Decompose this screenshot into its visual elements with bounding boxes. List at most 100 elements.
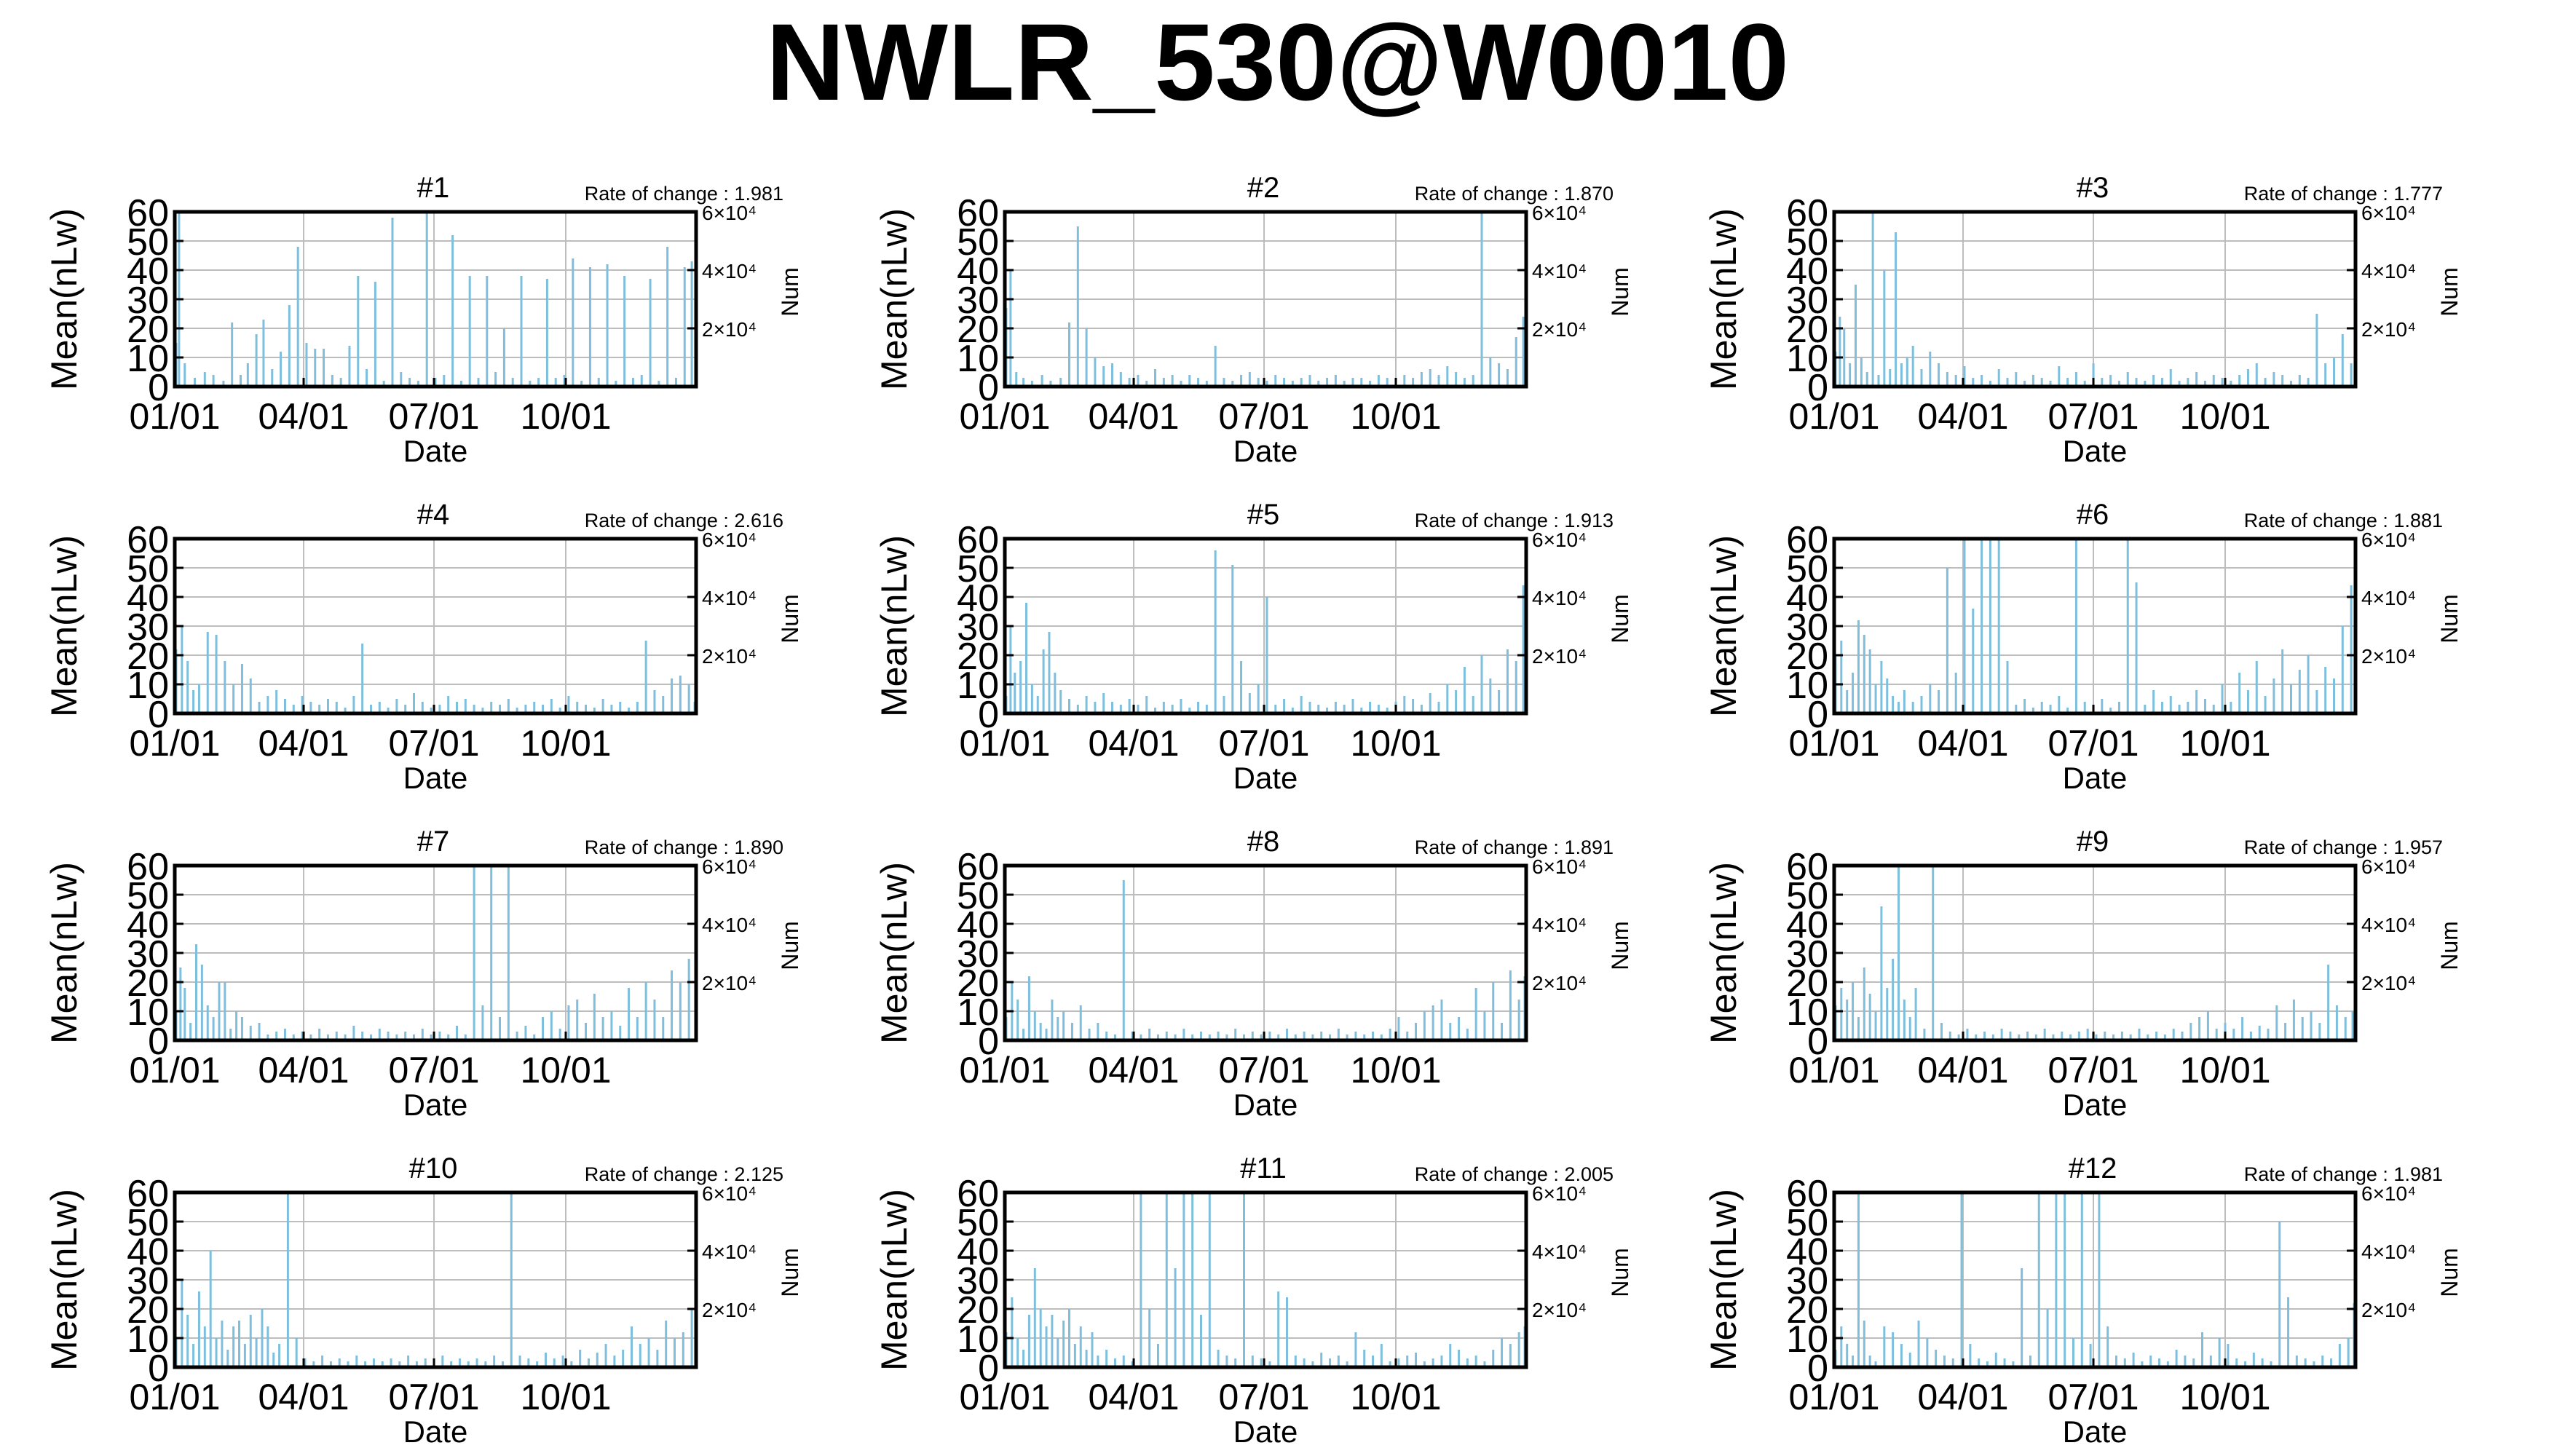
xtick-label: 10/01	[1350, 723, 1441, 764]
ytick-label: 40	[127, 904, 169, 946]
xtick-label: 07/01	[388, 1050, 479, 1091]
x-axis-label: Date	[403, 1088, 468, 1122]
ytick-label: 20	[127, 309, 169, 351]
rate-of-change: Rate of change : 2.125	[585, 1163, 783, 1185]
ytick-label: 10	[1786, 992, 1828, 1034]
y2tick-label: 2×10⁴	[1532, 645, 1587, 668]
rate-of-change-prefix: Rate of change :	[2244, 1163, 2394, 1185]
rate-of-change-prefix: Rate of change :	[585, 183, 735, 205]
xtick-label: 04/01	[1088, 396, 1179, 437]
ytick-label: 10	[1786, 1318, 1828, 1361]
ytick-label: 50	[127, 548, 169, 590]
xtick-label: 04/01	[1917, 1050, 2008, 1091]
y2tick-label: 6×10⁴	[702, 202, 757, 224]
xtick-label: 10/01	[1350, 1377, 1441, 1417]
y2tick-label: 6×10⁴	[702, 529, 757, 551]
ytick-label: 0	[978, 367, 999, 409]
xtick-label: 04/01	[258, 723, 349, 764]
ytick-label: 40	[127, 577, 169, 620]
y-axis-label: Mean(nLw)	[1703, 535, 1744, 717]
y2tick-label: 2×10⁴	[2361, 645, 2416, 668]
y2-axis-label: Num	[1607, 921, 1633, 970]
rate-of-change-value: 2.005	[1564, 1163, 1614, 1185]
rate-of-change-prefix: Rate of change :	[585, 1163, 735, 1185]
y2tick-label: 2×10⁴	[2361, 318, 2416, 341]
ytick-label: 20	[957, 1289, 999, 1332]
xtick-label: 04/01	[1088, 1050, 1179, 1091]
xtick-label: 07/01	[388, 723, 479, 764]
ytick-label: 30	[1786, 280, 1828, 322]
ytick-label: 50	[127, 1202, 169, 1244]
ytick-label: 10	[957, 338, 999, 380]
ytick-label: 40	[957, 904, 999, 946]
y2tick-label: 6×10⁴	[702, 855, 757, 878]
ytick-label: 10	[1786, 338, 1828, 380]
xtick-label: 10/01	[520, 1050, 611, 1091]
ytick-label: 40	[1786, 250, 1828, 293]
rate-of-change: Rate of change : 2.005	[1415, 1163, 1614, 1185]
xtick-label: 07/01	[2047, 396, 2139, 437]
ytick-label: 50	[1786, 548, 1828, 590]
rate-of-change: Rate of change : 1.891	[1415, 836, 1614, 858]
xtick-label: 04/01	[1088, 723, 1179, 764]
ytick-label: 20	[127, 962, 169, 1005]
panel-title: #12	[2069, 1152, 2117, 1184]
xtick-label: 01/01	[1788, 396, 1879, 437]
y2tick-label: 2×10⁴	[702, 645, 757, 668]
rate-of-change-prefix: Rate of change :	[1415, 1163, 1565, 1185]
ytick-label: 60	[957, 846, 999, 888]
ytick-label: 60	[127, 192, 169, 234]
ytick-label: 50	[957, 221, 999, 264]
ytick-label: 30	[127, 280, 169, 322]
xtick-label: 07/01	[1218, 396, 1309, 437]
ytick-label: 20	[1786, 636, 1828, 678]
y2tick-label: 4×10⁴	[702, 914, 757, 936]
xtick-label: 07/01	[2047, 723, 2139, 764]
ytick-label: 10	[127, 665, 169, 707]
rate-of-change: Rate of change : 1.913	[1415, 510, 1614, 531]
xtick-label: 04/01	[1088, 1377, 1179, 1417]
y-axis-label: Mean(nLw)	[874, 862, 915, 1044]
rate-of-change-value: 1.777	[2393, 183, 2443, 205]
y2tick-label: 4×10⁴	[1532, 587, 1587, 609]
rate-of-change: Rate of change : 1.957	[2244, 836, 2443, 858]
ytick-label: 60	[1786, 192, 1828, 234]
y2tick-label: 4×10⁴	[2361, 1241, 2416, 1263]
rate-of-change-prefix: Rate of change :	[1415, 183, 1565, 205]
ytick-label: 50	[1786, 221, 1828, 264]
xtick-label: 10/01	[1350, 396, 1441, 437]
rate-of-change-value: 1.881	[2393, 510, 2443, 531]
y2tick-label: 4×10⁴	[702, 587, 757, 609]
x-axis-label: Date	[1233, 1415, 1298, 1449]
ytick-label: 30	[957, 933, 999, 976]
x-axis-label: Date	[403, 434, 468, 468]
y2-axis-label: Num	[2436, 921, 2463, 970]
xtick-label: 10/01	[2179, 1050, 2270, 1091]
panel-title: #2	[1247, 172, 1280, 204]
xtick-label: 01/01	[129, 1377, 220, 1417]
ytick-label: 10	[957, 1318, 999, 1361]
xtick-label: 10/01	[2179, 723, 2270, 764]
y2-axis-label: Num	[777, 594, 803, 644]
xtick-label: 10/01	[520, 723, 611, 764]
xtick-label: 01/01	[959, 1377, 1050, 1417]
ytick-label: 60	[127, 1173, 169, 1215]
y2tick-label: 6×10⁴	[1532, 529, 1587, 551]
panel-title: #8	[1247, 826, 1280, 858]
rate-of-change-prefix: Rate of change :	[2244, 836, 2394, 858]
xtick-label: 01/01	[129, 723, 220, 764]
y2tick-label: 4×10⁴	[2361, 587, 2416, 609]
rate-of-change-value: 1.981	[734, 183, 783, 205]
xtick-label: 01/01	[1788, 723, 1879, 764]
rate-of-change-value: 1.913	[1564, 510, 1614, 531]
x-axis-label: Date	[2063, 434, 2128, 468]
y2tick-label: 2×10⁴	[2361, 972, 2416, 994]
rate-of-change-value: 1.981	[2393, 1163, 2443, 1185]
ytick-label: 40	[957, 1231, 999, 1273]
ytick-label: 0	[1807, 367, 1828, 409]
ytick-label: 50	[127, 221, 169, 264]
rate-of-change-prefix: Rate of change :	[585, 510, 735, 531]
